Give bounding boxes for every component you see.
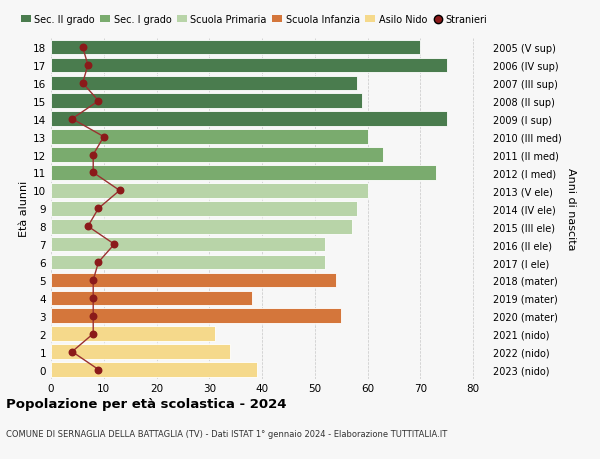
Bar: [51, 363, 257, 377]
Point: [99, 134, 109, 141]
Bar: [51, 237, 325, 252]
Bar: [51, 327, 215, 341]
Bar: [51, 273, 336, 288]
Point: [88, 313, 98, 320]
Point: [83, 223, 93, 230]
Point: [88, 330, 98, 338]
Point: [94, 259, 103, 266]
Point: [88, 277, 98, 284]
Point: [88, 151, 98, 159]
Y-axis label: Età alunni: Età alunni: [19, 181, 29, 237]
Bar: [51, 309, 341, 324]
Point: [110, 241, 119, 248]
Bar: [51, 255, 325, 270]
Bar: [51, 202, 357, 216]
Point: [88, 295, 98, 302]
Text: Popolazione per età scolastica - 2024: Popolazione per età scolastica - 2024: [6, 397, 287, 410]
Point: [78, 80, 88, 87]
Bar: [51, 58, 447, 73]
Point: [67, 116, 77, 123]
Point: [88, 169, 98, 177]
Point: [83, 62, 93, 69]
Legend: Sec. II grado, Sec. I grado, Scuola Primaria, Scuola Infanzia, Asilo Nido, Stran: Sec. II grado, Sec. I grado, Scuola Prim…: [21, 15, 488, 25]
Point: [94, 98, 103, 105]
Bar: [51, 345, 230, 359]
Point: [94, 205, 103, 213]
Bar: [51, 76, 357, 91]
Bar: [51, 41, 421, 55]
Point: [78, 44, 88, 51]
Point: [115, 187, 124, 195]
Bar: [51, 94, 362, 109]
Bar: [51, 112, 447, 127]
Bar: [51, 219, 352, 234]
Point: [67, 348, 77, 356]
Point: [94, 366, 103, 374]
Bar: [51, 184, 368, 198]
Text: COMUNE DI SERNAGLIA DELLA BATTAGLIA (TV) - Dati ISTAT 1° gennaio 2024 - Elaboraz: COMUNE DI SERNAGLIA DELLA BATTAGLIA (TV)…: [6, 429, 447, 438]
Bar: [51, 166, 436, 180]
Bar: [51, 148, 383, 162]
Y-axis label: Anni di nascita: Anni di nascita: [566, 168, 576, 250]
Bar: [51, 291, 251, 306]
Bar: [51, 130, 368, 145]
